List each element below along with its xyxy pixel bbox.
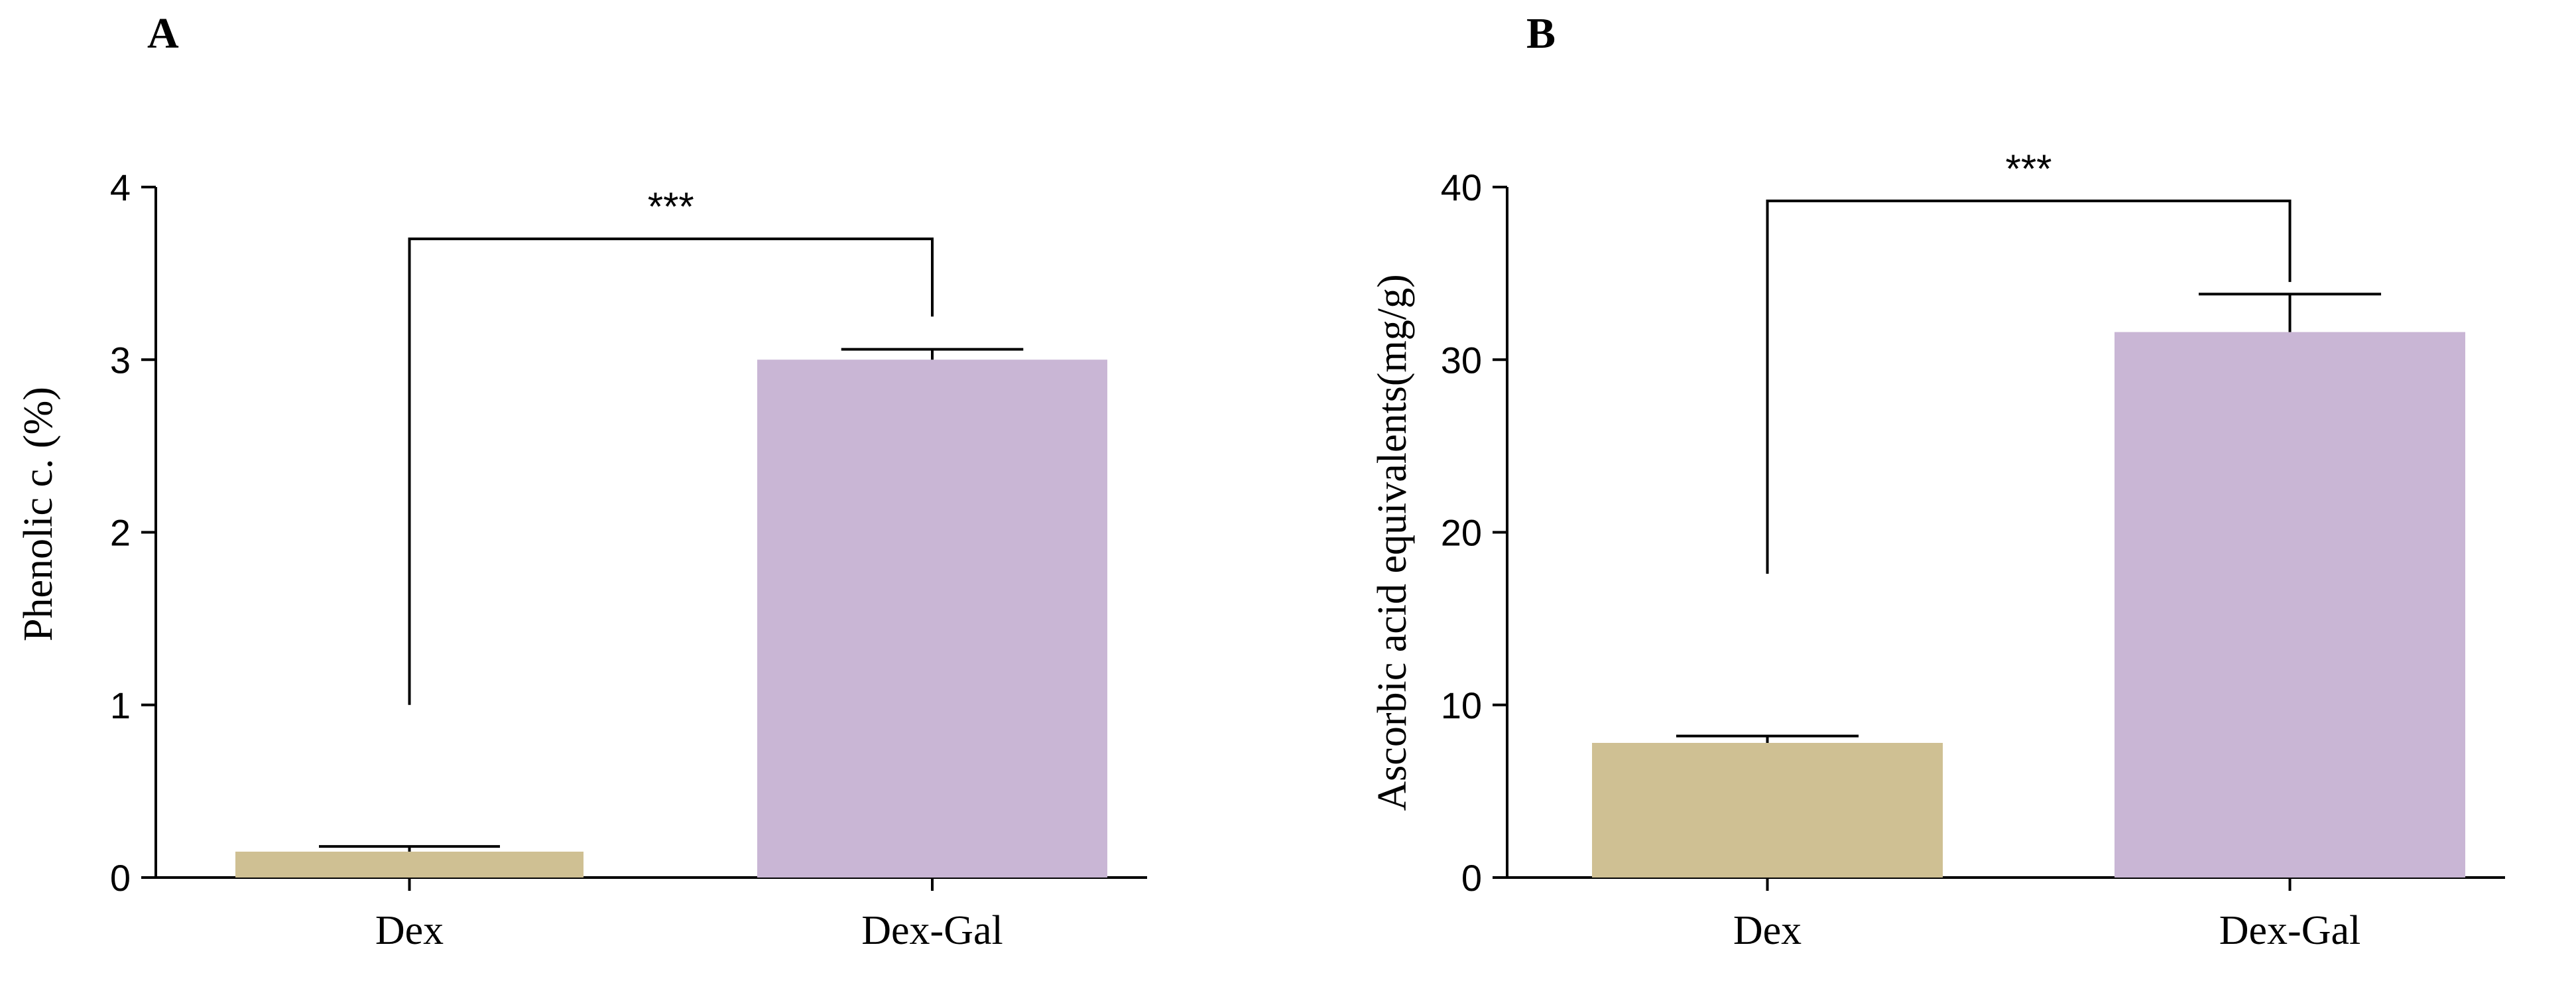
panel-b-significance: ***: [1766, 147, 2292, 574]
panel-a-y-tick-label: 2: [110, 512, 131, 554]
panel-b-y-tick-label: 10: [1441, 685, 1482, 726]
panel-b-bar-dex-gal: [2115, 332, 2465, 878]
panel-b-significance-bracket: [1766, 199, 2292, 574]
panel-b-significance-label: ***: [2005, 147, 2052, 191]
panel-b-category-label: Dex-Gal: [2219, 908, 2361, 953]
panel-b-y-tick-label: 40: [1441, 166, 1482, 208]
panel-b-bar-dex: [1592, 743, 1943, 878]
panel-b-bars: [1592, 293, 2465, 878]
panel-a-chart: A Phenolic c. (%) 0 1 2 3 4 Dex Dex-Gal ***: [16, 9, 1147, 953]
panel-b-y-tick-label: 20: [1441, 512, 1482, 554]
panel-a-category-label: Dex: [375, 908, 444, 953]
panel-a-significance-bracket: [408, 237, 934, 705]
panel-b-category-label: Dex: [1733, 908, 1802, 953]
panel-a-y-tick-label: 0: [110, 857, 131, 899]
panel-a-category-label: Dex-Gal: [861, 908, 1003, 953]
panel-b-y-tick-label: 0: [1461, 857, 1482, 899]
panel-a-bar-dex: [235, 851, 583, 878]
panel-b-chart: B Ascorbic acid equivalents(mg/g) 0 10 20 3…: [1370, 9, 2505, 953]
panel-a-letter: A: [147, 9, 179, 58]
panel-a-significance: ***: [408, 184, 934, 705]
panel-a-y-tick-label: 3: [110, 339, 131, 381]
panel-b-letter: B: [1526, 9, 1556, 58]
panel-b-y-axis-title: Ascorbic acid equivalents(mg/g): [1370, 274, 1415, 811]
panel-a-y-tick-label: 4: [110, 166, 131, 208]
panel-b-y-tick-label: 30: [1441, 339, 1482, 381]
panel-a-significance-label: ***: [648, 184, 694, 229]
panel-a-y-axis-title: Phenolic c. (%): [16, 387, 61, 641]
panel-a-bars: [235, 348, 1107, 878]
panel-a-bar-dex-gal: [757, 360, 1107, 878]
panel-a-y-tick-label: 1: [110, 685, 131, 726]
